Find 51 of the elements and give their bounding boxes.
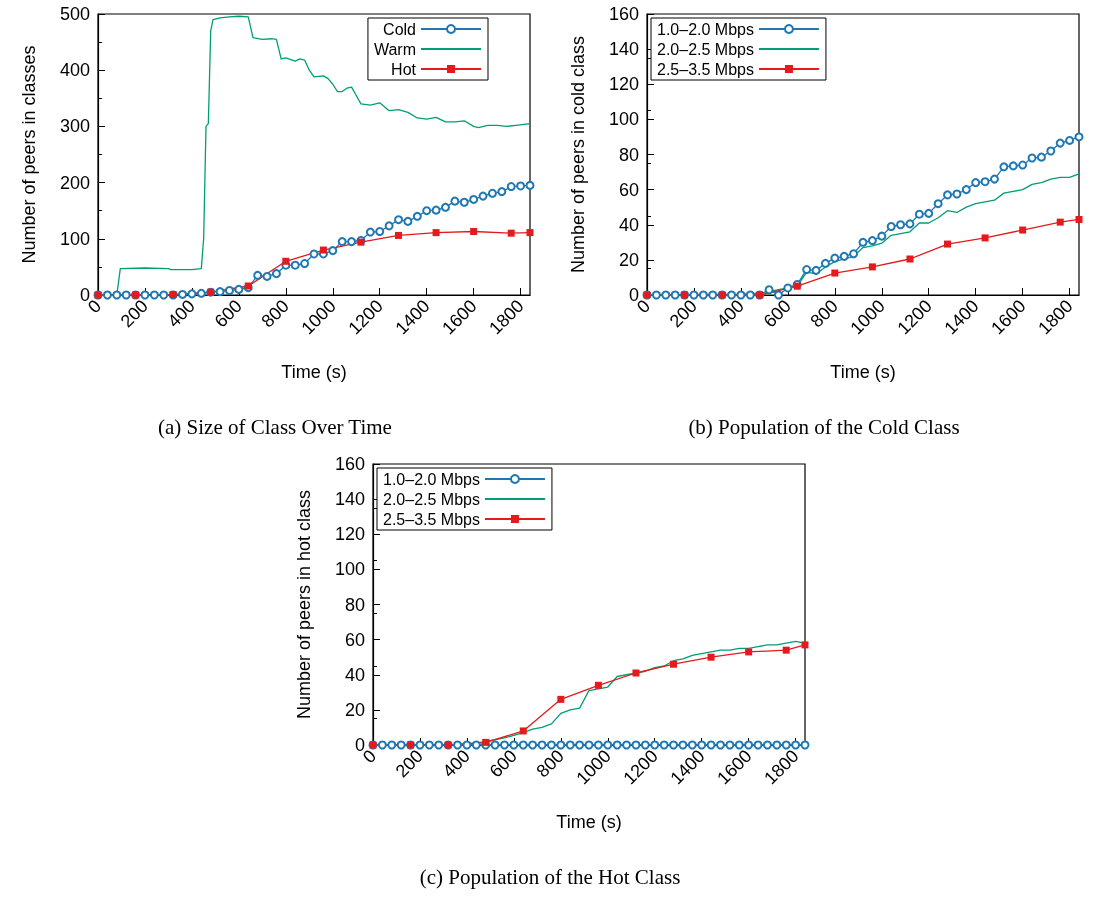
y-tick-label: 160: [608, 4, 639, 24]
y-tick-label: 100: [334, 559, 365, 580]
y-tick-label: 100: [608, 109, 639, 130]
y-tick-label: 20: [618, 249, 639, 270]
y-axis-title: Number of peers in hot class: [294, 489, 314, 720]
text: (a) Size of Class Over Time: [158, 414, 392, 439]
x-tick-label: 600: [485, 745, 521, 782]
y-tick-label: 140: [334, 489, 365, 510]
legend-label: Hot: [391, 60, 417, 78]
x-tick-label: 800: [257, 295, 293, 332]
text: (b) Population of the Cold Class: [688, 414, 960, 439]
y-tick-label: 160: [334, 454, 365, 474]
legend-label: 2.5–3.5 Mbps: [657, 60, 754, 78]
y-tick-label: 100: [59, 228, 90, 249]
x-axis-title: Time (s): [281, 362, 347, 382]
y-tick-label: 40: [344, 664, 365, 685]
y-tick-label: 60: [344, 629, 365, 650]
y-tick-label: 400: [59, 60, 90, 81]
legend-label: 2.0–2.5 Mbps: [383, 490, 480, 508]
x-tick-label: 400: [438, 745, 474, 782]
y-axis-title: Number of peers in classes: [19, 45, 39, 264]
x-axis-title: Time (s): [830, 362, 896, 382]
y-tick-label: 80: [618, 144, 639, 165]
y-tick-label: 140: [608, 39, 639, 60]
y-tick-label: 300: [59, 116, 90, 137]
x-tick-label: 600: [210, 295, 246, 332]
legend-label: Cold: [383, 20, 416, 38]
y-tick-label: 120: [334, 524, 365, 545]
y-tick-label: 40: [618, 214, 639, 235]
y-tick-label: 20: [344, 699, 365, 720]
y-axis-title: Number of peers in cold class: [568, 35, 588, 274]
y-tick-label: 60: [618, 179, 639, 200]
x-tick-label: 600: [759, 295, 795, 332]
y-tick-label: 500: [59, 4, 90, 24]
x-tick-label: 400: [712, 295, 748, 332]
y-tick-label: 80: [344, 594, 365, 615]
x-tick-label: 800: [532, 745, 568, 782]
x-tick-label: 800: [806, 295, 842, 332]
x-tick-label: 400: [163, 295, 199, 332]
legend-label: 1.0–2.0 Mbps: [657, 20, 754, 38]
x-axis-title: Time (s): [556, 812, 622, 832]
legend-label: Warm: [373, 40, 416, 58]
x-tick-label: 200: [116, 295, 153, 332]
y-tick-label: 200: [59, 172, 90, 193]
legend-label: 2.5–3.5 Mbps: [383, 510, 480, 528]
text: (c) Population of the Hot Class: [419, 864, 681, 889]
legend-label: 1.0–2.0 Mbps: [383, 470, 480, 488]
legend-label: 2.0–2.5 Mbps: [657, 40, 754, 58]
y-tick-label: 120: [608, 74, 639, 95]
x-tick-label: 200: [665, 295, 702, 332]
x-tick-label: 200: [391, 745, 428, 782]
